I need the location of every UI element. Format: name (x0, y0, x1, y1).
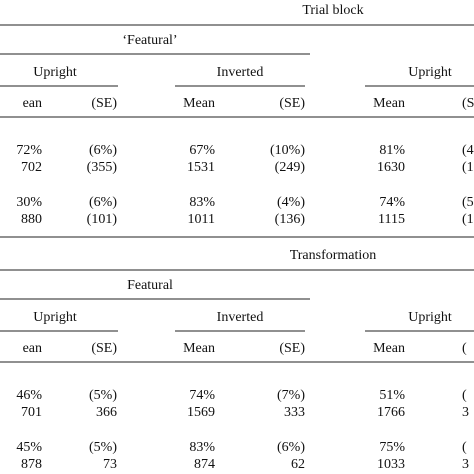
cell: 366 (96, 405, 117, 420)
block-title: Transformation (290, 248, 377, 263)
column-header: Mean (183, 96, 215, 111)
group-label: Upright (33, 65, 77, 80)
cell: 83% (189, 440, 215, 455)
cell: (6%) (277, 440, 305, 455)
column-header: (S (462, 96, 474, 111)
cell: (136) (275, 212, 306, 227)
cell: 75% (379, 440, 405, 455)
cell: 45% (16, 440, 42, 455)
cell: 702 (21, 160, 42, 175)
cell: (355) (87, 160, 118, 175)
cell: (5 (462, 195, 474, 210)
group-label: Inverted (217, 65, 264, 80)
column-header: (SE) (279, 341, 305, 356)
cell: (4 (462, 143, 474, 158)
column-header: (SE) (279, 96, 305, 111)
cell: (249) (275, 160, 306, 175)
column-header: (SE) (91, 341, 117, 356)
column-header: (SE) (91, 96, 117, 111)
cell: (7%) (277, 388, 305, 403)
cell: 701 (21, 405, 42, 420)
column-header: Mean (373, 96, 405, 111)
cell: 81% (379, 143, 405, 158)
cell: (1 (462, 212, 474, 227)
cell: 880 (21, 212, 42, 227)
cell: 62 (291, 457, 305, 472)
group-label: Upright (33, 310, 77, 325)
cell: 1531 (187, 160, 215, 175)
cell: (10%) (270, 143, 305, 158)
cell: (101) (87, 212, 118, 227)
column-header: Mean (183, 341, 215, 356)
group-label: Upright (408, 65, 452, 80)
cell: (6%) (89, 195, 117, 210)
cell: 72% (16, 143, 42, 158)
cell: 46% (16, 388, 42, 403)
column-header: Mean (373, 341, 405, 356)
cell: 30% (16, 195, 42, 210)
block-subtitle: ‘Featural’ (122, 33, 177, 48)
cell: 3 (462, 457, 469, 472)
cell: 67% (189, 143, 215, 158)
cell: 74% (189, 388, 215, 403)
cell: 73 (103, 457, 117, 472)
cell: 83% (189, 195, 215, 210)
cell: (5%) (89, 440, 117, 455)
cell: (5%) (89, 388, 117, 403)
cell: 878 (21, 457, 42, 472)
column-header: ( (462, 341, 467, 356)
cell: 74% (379, 195, 405, 210)
cell: 1630 (377, 160, 405, 175)
cell: 1011 (188, 212, 215, 227)
cell: 333 (284, 405, 305, 420)
cell: (1 (462, 160, 474, 175)
column-header: ean (23, 96, 42, 111)
group-label: Inverted (217, 310, 264, 325)
block-subtitle: Featural (127, 278, 173, 293)
cell: 3 (462, 405, 469, 420)
column-header: ean (23, 341, 42, 356)
group-label: Upright (408, 310, 452, 325)
cell: 874 (194, 457, 215, 472)
cell: ( (462, 440, 467, 455)
cell: 1766 (377, 405, 405, 420)
cell: 51% (379, 388, 405, 403)
cell: ( (462, 388, 467, 403)
cell: 1033 (377, 457, 405, 472)
cell: 1115 (378, 212, 405, 227)
cell: 1569 (187, 405, 215, 420)
cell: (4%) (277, 195, 305, 210)
block-title: Trial block (302, 3, 363, 18)
cell: (6%) (89, 143, 117, 158)
